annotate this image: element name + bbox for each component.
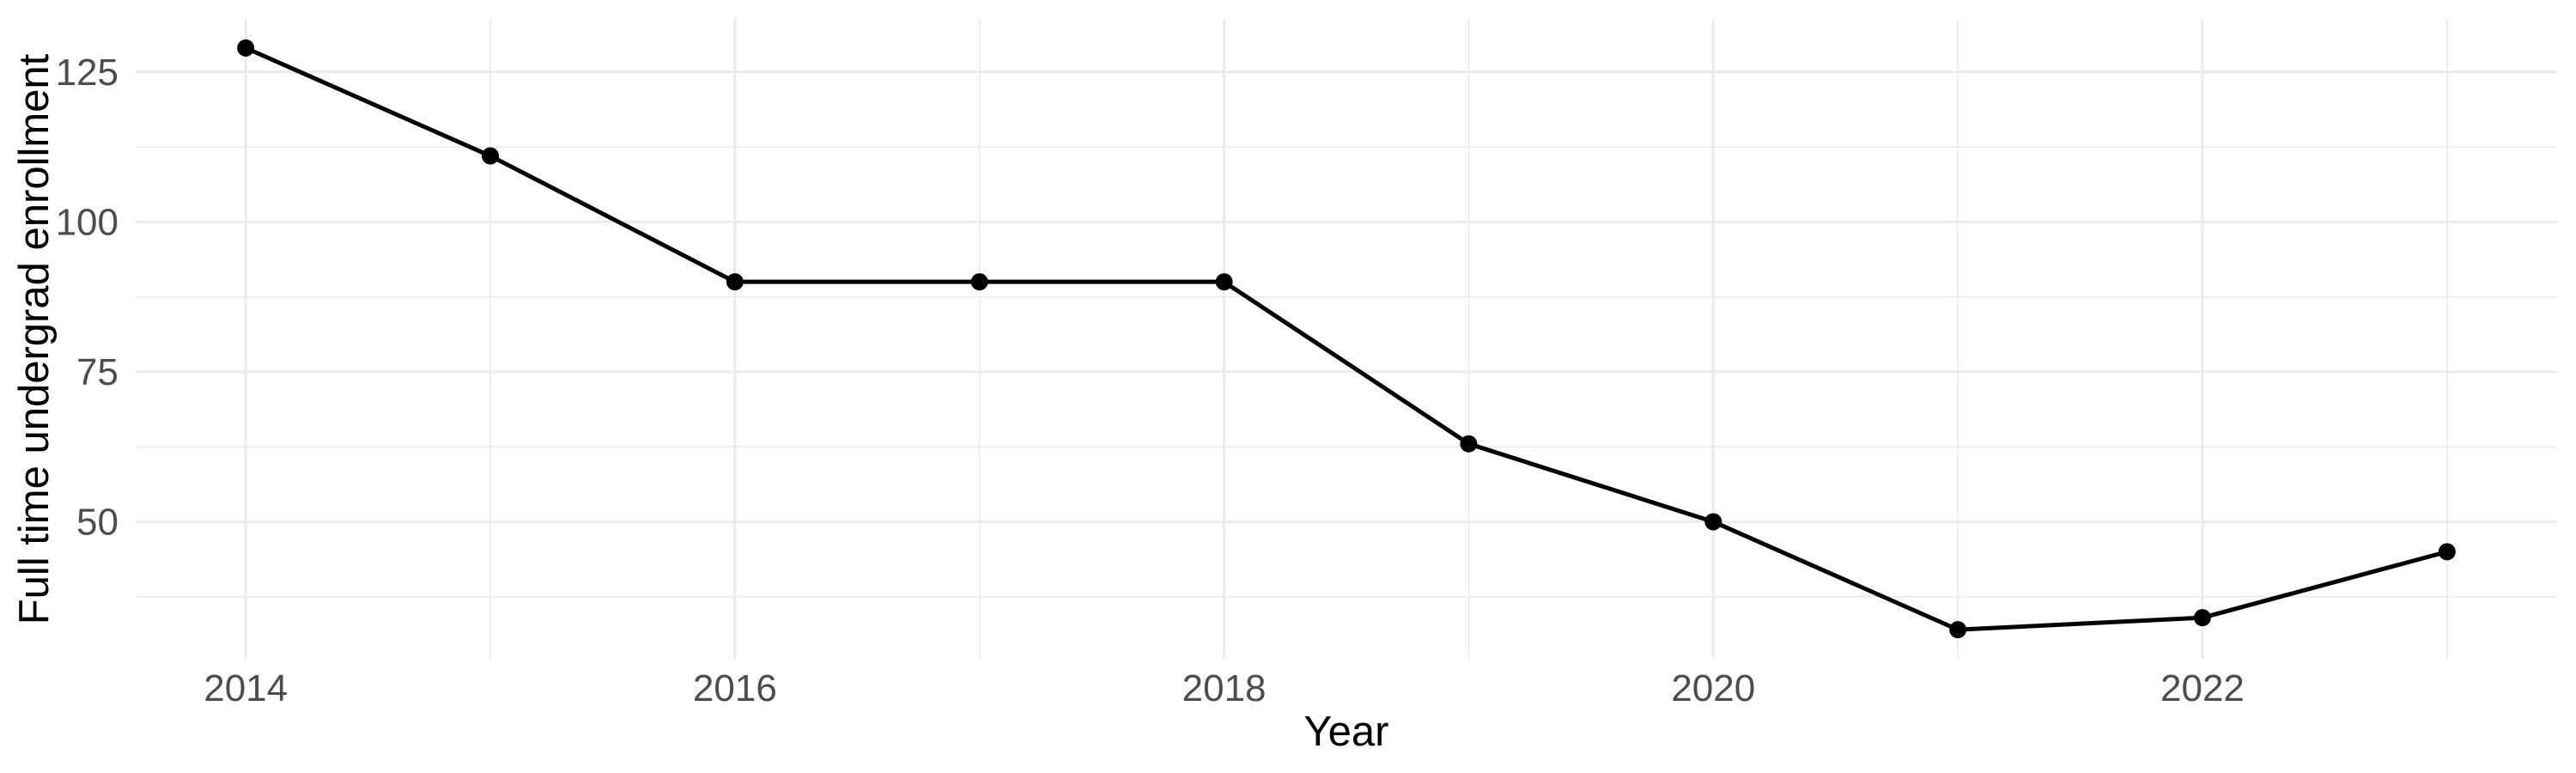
x-tick-label: 2018 <box>1182 667 1267 709</box>
data-point <box>1215 273 1233 291</box>
enrollment-trend-line <box>243 46 2450 632</box>
x-tick-label: 2016 <box>693 667 777 709</box>
x-tick-label: 2014 <box>204 667 288 709</box>
y-tick-label: 125 <box>56 52 118 94</box>
x-tick-label: 2020 <box>1671 667 1755 709</box>
data-point <box>482 147 500 165</box>
y-axis-tick-labels: 50 75 100 125 <box>56 52 118 544</box>
data-point <box>1460 435 1478 453</box>
data-point <box>237 39 255 57</box>
x-axis-tick-labels: 2014 2016 2018 2020 2022 <box>204 667 2245 709</box>
data-point <box>1949 621 1967 639</box>
data-series-layer <box>237 39 2456 639</box>
data-point <box>970 273 988 291</box>
x-axis-title: Year <box>1303 709 1388 755</box>
data-point <box>2438 543 2456 561</box>
minor-gridlines <box>136 19 2557 659</box>
y-tick-label: 75 <box>76 351 118 393</box>
data-point <box>2193 609 2211 627</box>
x-tick-label: 2022 <box>2160 667 2245 709</box>
data-point <box>1704 513 1722 531</box>
data-point <box>726 273 744 291</box>
y-tick-label: 50 <box>76 501 118 543</box>
y-axis-title: Full time undergrad enrollment <box>11 53 58 624</box>
major-gridlines <box>136 19 2557 659</box>
y-tick-label: 100 <box>56 201 118 243</box>
